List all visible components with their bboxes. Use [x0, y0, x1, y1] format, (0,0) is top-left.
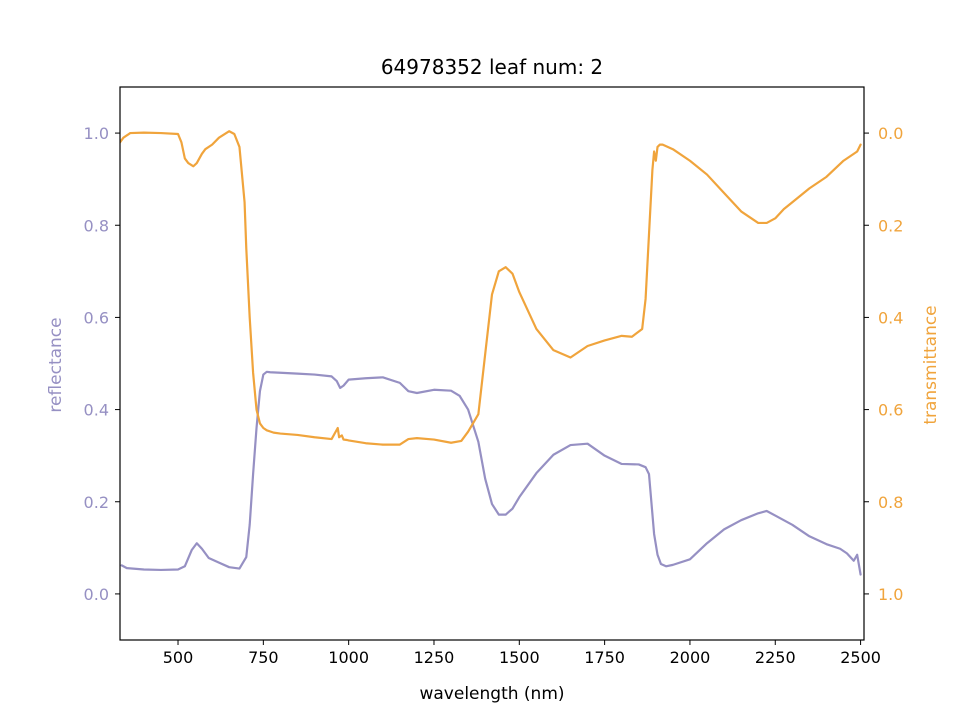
left-tick-label: 0.8 [84, 216, 109, 235]
x-tick-label: 750 [248, 648, 279, 667]
reflectance-series-line [120, 370, 862, 576]
right-tick-label: 0.0 [878, 124, 903, 143]
x-tick-label: 500 [163, 648, 194, 667]
chart-title: 64978352 leaf num: 2 [381, 55, 603, 79]
series-layer [120, 130, 862, 576]
x-tick-label: 2000 [670, 648, 711, 667]
right-axis-label: transmittance [921, 305, 941, 424]
x-tick-label: 1500 [499, 648, 540, 667]
right-tick-label: 0.6 [878, 401, 903, 420]
left-tick-label: 0.2 [84, 493, 109, 512]
axes-layer: 500 750 1000 1250 1500 1750 2000 2250 2500 0.0 0.2… [84, 124, 904, 667]
right-tick-label: 0.2 [878, 216, 903, 235]
left-tick-label: 0.6 [84, 308, 109, 327]
x-axis-label: wavelength (nm) [419, 684, 564, 704]
x-tick-label: 1000 [328, 648, 369, 667]
left-tick-label: 1.0 [84, 124, 109, 143]
x-tick-label: 1250 [414, 648, 455, 667]
left-tick-label: 0.0 [84, 585, 109, 604]
x-tick-label: 2500 [840, 648, 881, 667]
x-tick-label: 1750 [584, 648, 625, 667]
x-tick-label: 2250 [755, 648, 796, 667]
transmittance-series-line [120, 130, 862, 446]
left-axis-label: reflectance [46, 317, 66, 412]
right-tick-label: 1.0 [878, 585, 903, 604]
right-tick-label: 0.8 [878, 493, 903, 512]
right-tick-label: 0.4 [878, 308, 903, 327]
left-tick-label: 0.4 [84, 401, 109, 420]
plot-frame [119, 86, 865, 641]
